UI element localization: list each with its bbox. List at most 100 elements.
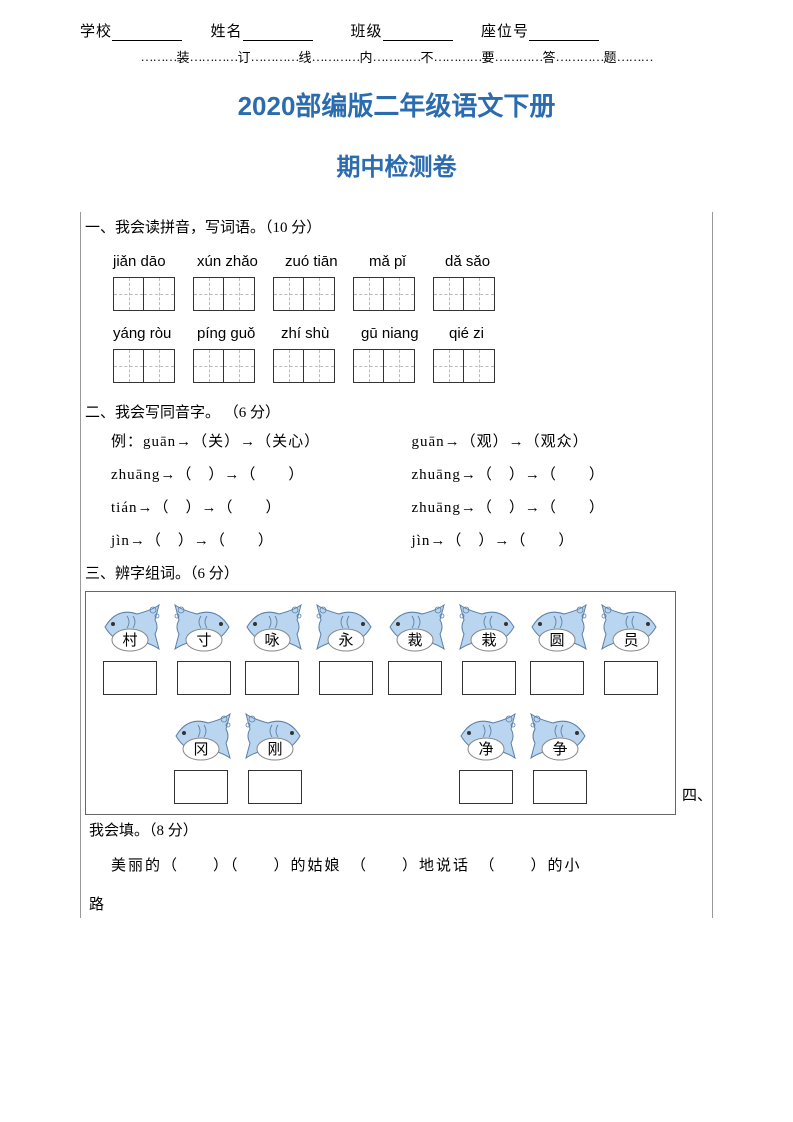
fish-icon: 净 (453, 711, 519, 766)
pinyin-word: dǎ sǎo (445, 247, 515, 277)
q2-left: 例：guān→（关）→（关心） (111, 426, 412, 459)
answer-box[interactable] (177, 661, 231, 695)
q2-row: zhuāng→（ ）→（ ）zhuāng→（ ）→（ ） (111, 459, 712, 492)
svg-text:永: 永 (339, 632, 354, 649)
fish-pair: 冈 刚 (168, 711, 308, 804)
fish-item: 寸 (171, 602, 237, 695)
student-info-header: 学校 姓名 班级 座位号 (80, 20, 713, 41)
q2-right: zhuāng→（ ）→（ ） (412, 459, 713, 492)
svg-text:栽: 栽 (481, 632, 496, 649)
q4-body: 美丽的（ ）（ ）的姑娘 （ ）地说话 （ ）的小 (81, 844, 712, 889)
q2-right: jìn→（ ）→（ ） (412, 525, 713, 558)
q2-left: zhuāng→（ ）→（ ） (111, 459, 412, 492)
answer-box[interactable] (604, 661, 658, 695)
tianzige-box[interactable] (273, 349, 335, 383)
tianzige-box[interactable] (113, 349, 175, 383)
answer-box[interactable] (459, 770, 513, 804)
q1-title: 一、我会读拼音，写词语。（10 分） (81, 212, 712, 241)
document-title-2: 期中检测卷 (80, 147, 713, 182)
q2-row: jìn→（ ）→（ ）jìn→（ ）→（ ） (111, 525, 712, 558)
seat-blank[interactable] (529, 27, 599, 41)
pinyin-word: qié zi (449, 319, 519, 349)
svg-text:圆: 圆 (549, 633, 564, 649)
q3-title: 三、辨字组词。（6 分） (81, 558, 712, 587)
fish-icon: 员 (598, 602, 664, 657)
answer-box[interactable] (174, 770, 228, 804)
answer-box[interactable] (319, 661, 373, 695)
tianzige-box[interactable] (193, 349, 255, 383)
q2-right: guān→（观）→（观众） (412, 426, 713, 459)
name-blank[interactable] (243, 27, 313, 41)
fish-item: 村 (97, 602, 163, 695)
tianzige-box[interactable] (353, 349, 415, 383)
svg-text:刚: 刚 (268, 741, 283, 758)
fish-icon: 寸 (171, 602, 237, 657)
svg-text:村: 村 (123, 632, 138, 649)
q2-row: 例：guān→（关）→（关心）guān→（观）→（观众） (111, 426, 712, 459)
fish-pair: 村 寸 (97, 602, 237, 695)
binding-line: ………装 …………订 …………线 …………内 …………不 …………要 …………答… (80, 47, 713, 66)
fish-icon: 圆 (524, 602, 590, 657)
fish-icon: 村 (97, 602, 163, 657)
name-label: 姓名 (211, 24, 243, 40)
fish-icon: 争 (527, 711, 593, 766)
fish-item: 栽 (456, 602, 522, 695)
content-frame: 一、我会读拼音，写词语。（10 分） jiǎn dāoxún zhǎozuó t… (80, 212, 713, 918)
fish-item: 员 (598, 602, 664, 695)
q1-pinyin-row1: jiǎn dāoxún zhǎozuó tiānmǎ pǐdǎ sǎo (89, 247, 704, 277)
tianzige-box[interactable] (433, 349, 495, 383)
svg-text:寸: 寸 (197, 632, 212, 649)
answer-box[interactable] (245, 661, 299, 695)
fish-icon: 永 (313, 602, 379, 657)
fish-item: 刚 (242, 711, 308, 804)
fish-pair: 咏 永 (239, 602, 379, 695)
tianzige-box[interactable] (433, 277, 495, 311)
answer-box[interactable] (462, 661, 516, 695)
answer-box[interactable] (530, 661, 584, 695)
svg-text:冈: 冈 (194, 742, 209, 758)
answer-box[interactable] (103, 661, 157, 695)
pinyin-word: yáng ròu (113, 319, 197, 349)
q4-title: 我会填。（8 分） (81, 815, 712, 844)
fish-item: 咏 (239, 602, 305, 695)
fish-item: 永 (313, 602, 379, 695)
pinyin-word: jiǎn dāo (113, 247, 197, 277)
seat-label: 座位号 (481, 24, 529, 40)
pinyin-word: gū niang (361, 319, 449, 349)
pinyin-word: xún zhǎo (197, 247, 285, 277)
q2-row: tián→（ ）→（ ）zhuāng→（ ）→（ ） (111, 492, 712, 525)
school-label: 学校 (80, 24, 112, 40)
fish-item: 裁 (382, 602, 448, 695)
answer-box[interactable] (388, 661, 442, 695)
fish-icon: 裁 (382, 602, 448, 657)
class-label: 班级 (351, 24, 383, 40)
tianzige-box[interactable] (353, 277, 415, 311)
class-blank[interactable] (383, 27, 453, 41)
svg-text:净: 净 (478, 741, 493, 758)
answer-box[interactable] (533, 770, 587, 804)
tianzige-box[interactable] (113, 277, 175, 311)
fish-icon: 栽 (456, 602, 522, 657)
fish-icon: 冈 (168, 711, 234, 766)
q2-left: jìn→（ ）→（ ） (111, 525, 412, 558)
pinyin-word: zhí shù (281, 319, 361, 349)
tianzige-box[interactable] (273, 277, 335, 311)
fish-item: 圆 (524, 602, 590, 695)
fish-icon: 刚 (242, 711, 308, 766)
q2-body: 例：guān→（关）→（关心）guān→（观）→（观众）zhuāng→（ ）→（… (81, 426, 712, 558)
q4-line2: 路 (81, 889, 712, 918)
answer-box[interactable] (248, 770, 302, 804)
pinyin-word: píng guǒ (197, 319, 281, 349)
fish-pair: 圆 员 (524, 602, 664, 695)
svg-text:员: 员 (623, 633, 638, 649)
school-blank[interactable] (112, 27, 182, 41)
q3-fish-area: 村 寸 咏 永 (85, 591, 676, 815)
fish-pair: 裁 栽 (382, 602, 522, 695)
q4-line1: 美丽的（ ）（ ）的姑娘 （ ）地说话 （ ）的小 (111, 850, 704, 883)
pinyin-word: mǎ pǐ (369, 247, 445, 277)
q2-left: tián→（ ）→（ ） (111, 492, 412, 525)
fish-icon: 咏 (239, 602, 305, 657)
fish-pair: 净 争 (453, 711, 593, 804)
tianzige-box[interactable] (193, 277, 255, 311)
q1-pinyin-row2: yáng ròupíng guǒzhí shùgū niangqié zi (89, 319, 704, 349)
